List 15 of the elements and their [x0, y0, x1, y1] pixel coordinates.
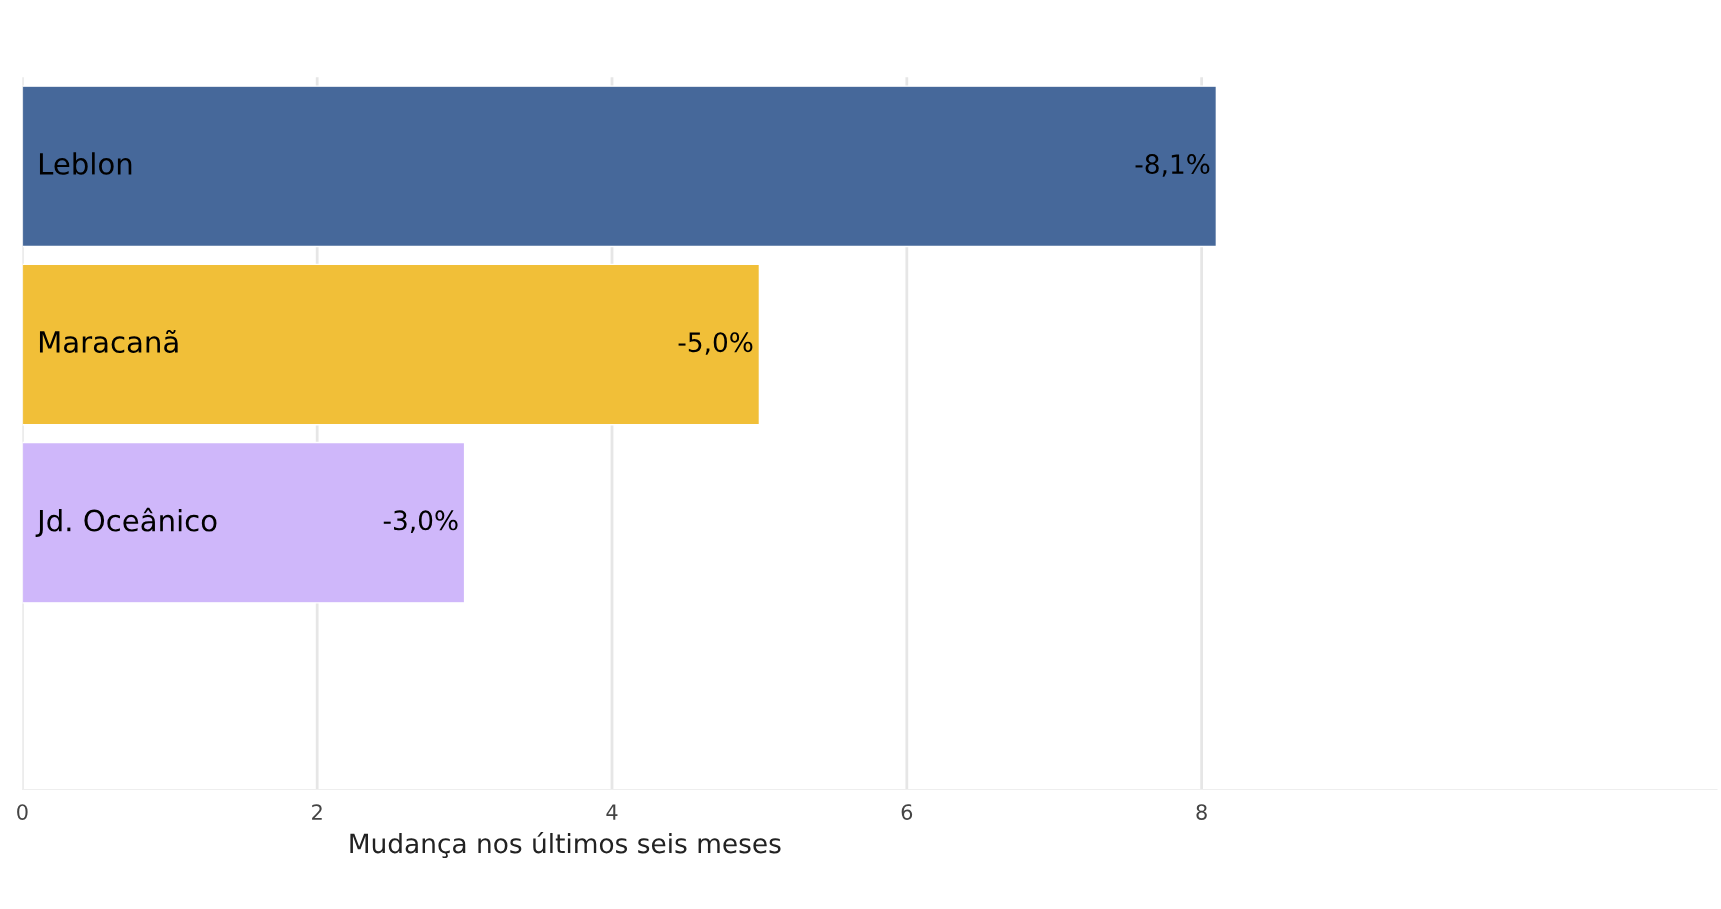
x-axis-title: Mudança nos últimos seis meses: [350, 831, 781, 859]
y-tick-label: Maracanã: [39, 329, 178, 353]
x-tick-label: 0: [17, 804, 28, 820]
x-tick-label: 6: [901, 804, 913, 820]
bar: [22, 263, 761, 426]
x-tick-label: 4: [606, 804, 618, 820]
bar: [22, 85, 1218, 248]
bar: [22, 441, 466, 604]
annotation: -3,0%: [383, 510, 458, 534]
y-tick-label: Leblon: [39, 152, 132, 175]
x-tick-label: 2: [312, 804, 322, 820]
annotation: -5,0%: [678, 332, 753, 355]
x-tick-label: 8: [1196, 804, 1207, 820]
y-tick-label: Jd. Oceânico: [35, 507, 217, 538]
annotation: -8,1%: [1135, 154, 1210, 177]
